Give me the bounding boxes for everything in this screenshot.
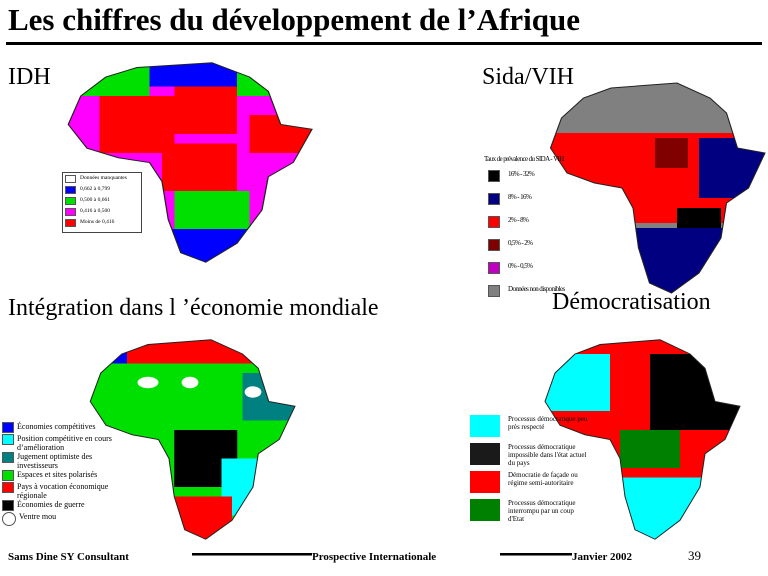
legend-swatch: [470, 415, 500, 437]
legend-item: Ventre mou: [2, 512, 132, 527]
legend-swatch: [2, 500, 14, 511]
legend-item: Processus démocratique interrompu par un…: [470, 499, 590, 527]
legend-swatch: [2, 434, 14, 445]
legend: Économies compétitives Position compétiti…: [2, 422, 132, 527]
legend-label: Processus démocratique interrompu par un…: [508, 499, 576, 523]
legend-label: Moins de 0,416: [80, 219, 115, 225]
legend-swatch: [488, 262, 500, 274]
legend: Taux de prévalence du SIDA - VIH 16% - 32…: [484, 155, 574, 308]
legend-swatch: [488, 216, 500, 228]
legend-label: 16% - 32%: [508, 170, 535, 178]
slide-title: Les chiffres du développement de l’Afriq…: [8, 2, 581, 37]
legend-swatch: [488, 193, 500, 205]
legend-swatch: [2, 452, 14, 463]
panel-title: Sida/VIH: [482, 64, 574, 90]
legend-swatch: [2, 470, 14, 481]
legend-swatch: [488, 170, 500, 182]
legend-item: 16% - 32%: [484, 170, 574, 193]
legend-title: Taux de prévalence du SIDA - VIH: [484, 155, 564, 163]
legend: Processus démocratique peu près respecté…: [470, 415, 590, 527]
legend-label: Données manquantes: [80, 175, 127, 181]
panel-title: Démocratisation: [552, 289, 711, 315]
legend-label: 0,500 à 0,661: [80, 197, 110, 203]
legend-item: Processus démocratique peu près respecté: [470, 415, 590, 443]
panel-title: IDH: [8, 64, 51, 90]
legend-item: 0,416 à 0,500: [65, 208, 139, 219]
legend-label: Processus démocratique impossible dans l…: [508, 443, 587, 467]
legend: Données manquantes 0,662 à 0,799 0,500 à 0…: [62, 172, 142, 233]
legend-swatch: [65, 208, 76, 216]
legend-label: 0% - 0,5%: [508, 262, 533, 270]
legend-item: 2% - 8%: [484, 216, 574, 239]
legend-item: Moins de 0,416: [65, 219, 139, 230]
legend-label: Jugement optimiste des investisseurs: [17, 452, 93, 470]
legend-label: 2% - 8%: [508, 216, 529, 224]
legend-swatch: [2, 422, 14, 433]
legend-item: Économies de guerre: [2, 500, 132, 512]
legend-swatch: [65, 175, 76, 183]
panel-title: Intégration dans l ’économie mondiale: [8, 295, 379, 321]
legend-swatch: [470, 471, 500, 493]
legend-label: Espaces et sites polarisés: [17, 470, 98, 479]
legend-label: 0,416 à 0,500: [80, 208, 110, 214]
legend-item: 0,662 à 0,799: [65, 186, 139, 197]
legend-item: Données manquantes: [65, 175, 139, 186]
map-idh: [67, 62, 313, 263]
footer-text: Janvier 2002: [572, 551, 632, 563]
map-sida: [549, 82, 766, 294]
footer-rule: [500, 553, 572, 556]
legend-label: 0,662 à 0,799: [80, 186, 110, 192]
legend-label: Pays à vocation économique régionale: [17, 482, 109, 500]
legend-swatch: [65, 186, 76, 194]
legend-item: Processus démocratique impossible dans l…: [470, 443, 590, 471]
legend-item: Position compétitive en cours d’améliora…: [2, 434, 132, 452]
legend-swatch: [470, 499, 500, 521]
footer-rule: [192, 553, 312, 556]
legend-label: Données non disponibles: [508, 285, 565, 293]
legend-label: Processus démocratique peu près respecté: [508, 415, 588, 431]
legend-item: Données non disponibles: [484, 285, 574, 308]
legend-item: 0% - 0,5%: [484, 262, 574, 285]
legend-label: Ventre mou: [19, 512, 57, 521]
legend-swatch: [470, 443, 500, 465]
legend-item: Espaces et sites polarisés: [2, 470, 132, 482]
legend-label: Économies de guerre: [17, 500, 85, 509]
legend-label: 0,5% - 2%: [508, 239, 533, 247]
legend-swatch: [488, 239, 500, 251]
legend-label: Démocratie de façade ou régime semi-auto…: [508, 471, 578, 487]
footer-text: Prospective Internationale: [312, 551, 437, 563]
legend-swatch: [488, 285, 500, 297]
legend-swatch: [2, 512, 16, 526]
legend-item: 0,5% - 2%: [484, 239, 574, 262]
legend-swatch: [2, 482, 14, 493]
legend-item: Économies compétitives: [2, 422, 132, 434]
title-rule: [6, 42, 762, 45]
legend-label: Position compétitive en cours d’améliora…: [17, 434, 112, 452]
legend-item: 0,500 à 0,661: [65, 197, 139, 208]
legend-item: 8% - 16%: [484, 193, 574, 216]
legend-item: Pays à vocation économique régionale: [2, 482, 132, 500]
legend-item: Démocratie de façade ou régime semi-auto…: [470, 471, 590, 499]
legend-label: Économies compétitives: [17, 422, 96, 431]
legend-item: Jugement optimiste des investisseurs: [2, 452, 132, 470]
legend-swatch: [65, 197, 76, 205]
legend-label: 8% - 16%: [508, 193, 532, 201]
footer-text: Sams Dine SY Consultant: [8, 551, 129, 563]
legend-swatch: [65, 219, 76, 227]
page-number: 39: [688, 548, 701, 563]
